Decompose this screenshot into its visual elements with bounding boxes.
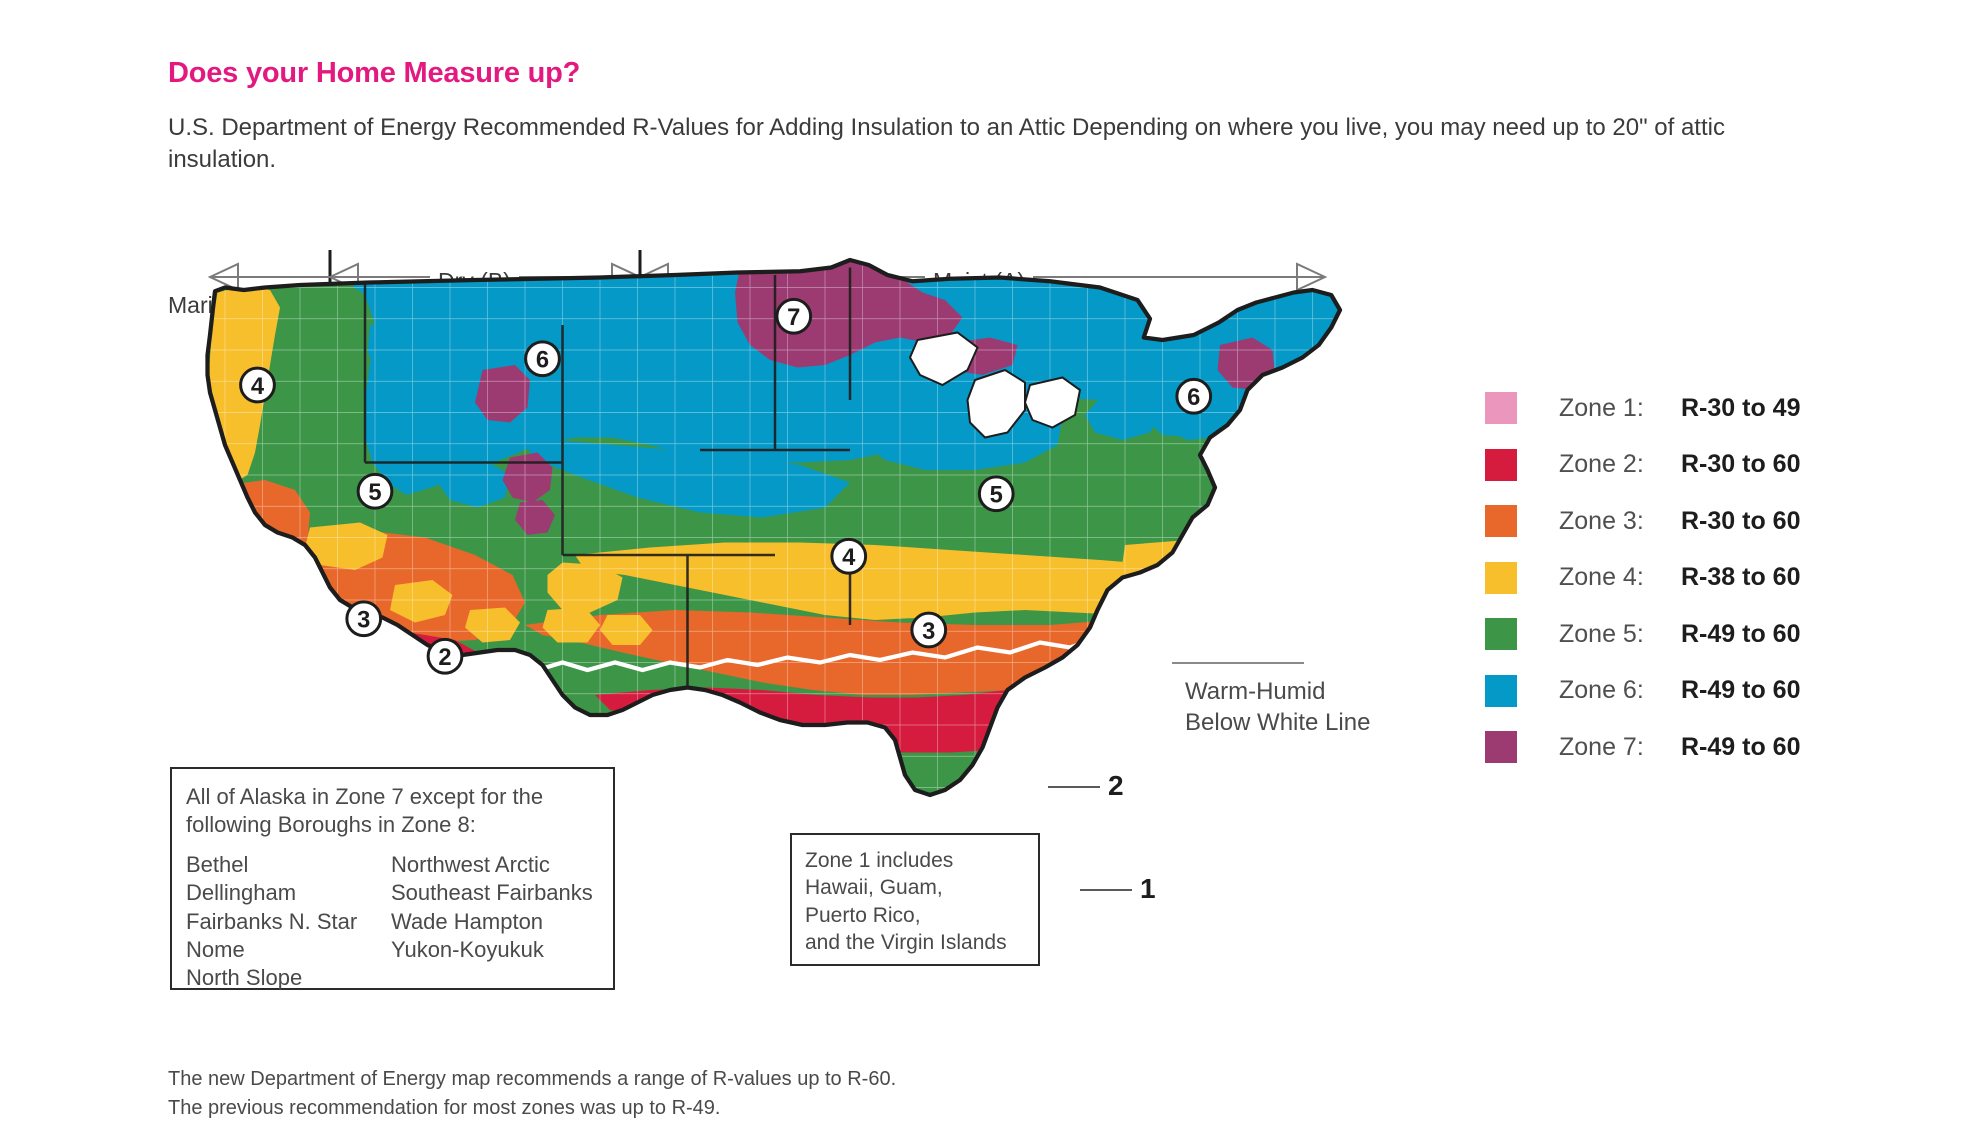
page-title: Does your Home Measure up? <box>168 57 581 89</box>
legend-label-zone-7: Zone 7: <box>1559 732 1644 761</box>
legend-row-zone-4: Zone 4: R-38 to 60 <box>1485 550 1800 607</box>
alaska-borough-columns: Bethel Dellingham Fairbanks N. Star Nome… <box>186 851 613 992</box>
zone-marker-circle <box>910 611 948 649</box>
legend-row-zone-1: Zone 1: R-30 to 49 <box>1485 380 1800 437</box>
alaska-borough-column-left: Bethel Dellingham Fairbanks N. Star Nome… <box>186 852 358 990</box>
legend-row-zone-3: Zone 3: R-30 to 60 <box>1485 493 1800 550</box>
alaska-note-heading: All of Alaska in Zone 7 except for the f… <box>186 784 544 838</box>
zone-marker-circle <box>775 297 813 335</box>
zone-marker-label: 7 <box>787 304 800 331</box>
legend-value-zone-4: R-38 to 60 <box>1681 563 1801 592</box>
zone-marker-circle <box>830 537 868 575</box>
callout-leader-1 <box>1080 889 1132 891</box>
zone-marker-circle <box>239 366 276 404</box>
zone-marker-label: 4 <box>842 544 856 571</box>
warm-humid-note: Warm-Humid Below White Line <box>1185 678 1371 736</box>
legend-swatch-zone-1 <box>1485 392 1517 425</box>
zone-marker-circle <box>356 472 394 510</box>
zone-marker-label: 3 <box>922 618 935 645</box>
legend-value-zone-7: R-49 to 60 <box>1681 732 1801 761</box>
legend-value-zone-2: R-30 to 60 <box>1681 450 1801 479</box>
legend-value-zone-6: R-49 to 60 <box>1681 676 1801 705</box>
zone-marker-circle <box>524 340 561 378</box>
zone-marker-label: 3 <box>357 607 370 634</box>
legend-label-zone-1: Zone 1: <box>1559 393 1644 422</box>
legend-label-zone-5: Zone 5: <box>1559 619 1644 648</box>
legend-value-zone-3: R-30 to 60 <box>1681 506 1801 535</box>
zone-marker-circle <box>977 475 1015 513</box>
zone-marker-circle <box>345 600 383 638</box>
zone1-note-text: Zone 1 includes Hawaii, Guam, Puerto Ric… <box>805 849 1007 954</box>
page-subtitle: U.S. Department of Energy Recommended R-… <box>168 114 1725 173</box>
legend-row-zone-2: Zone 2: R-30 to 60 <box>1485 437 1800 494</box>
legend-row-zone-7: Zone 7: R-49 to 60 <box>1485 719 1800 776</box>
legend-swatch-zone-6 <box>1485 674 1517 707</box>
footnote: The new Department of Energy map recomme… <box>168 1068 897 1119</box>
zone-marker-label: 4 <box>251 373 265 400</box>
alaska-borough-column-right: Northwest Arctic Southeast Fairbanks Wad… <box>391 852 593 962</box>
us-climate-zone-map: 4 5 3 2 6 7 6 5 4 3 <box>150 250 1400 950</box>
zone-marker-circle <box>1175 377 1213 415</box>
zone-marker-label: 6 <box>1187 384 1200 411</box>
map-callout-zone-2: 2 <box>1108 770 1124 801</box>
zone-marker-label: 5 <box>990 482 1003 509</box>
callout-leader-2 <box>1048 786 1100 788</box>
zone-legend: Zone 1: R-30 to 49 Zone 2: R-30 to 60 Zo… <box>1485 380 1800 776</box>
legend-swatch-zone-2 <box>1485 448 1517 481</box>
zone-marker-circle <box>426 637 464 675</box>
legend-label-zone-4: Zone 4: <box>1559 563 1644 592</box>
alaska-note-box: All of Alaska in Zone 7 except for the f… <box>170 767 615 990</box>
legend-row-zone-5: Zone 5: R-49 to 60 <box>1485 606 1800 663</box>
legend-swatch-zone-5 <box>1485 618 1517 651</box>
zone1-note-box: Zone 1 includes Hawaii, Guam, Puerto Ric… <box>790 833 1040 966</box>
map-svg: 4 5 3 2 6 7 6 5 4 3 <box>205 257 1343 798</box>
legend-label-zone-6: Zone 6: <box>1559 676 1644 705</box>
map-callout-zone-1: 1 <box>1140 873 1156 904</box>
legend-swatch-zone-3 <box>1485 505 1517 538</box>
legend-label-zone-3: Zone 3: <box>1559 506 1644 535</box>
legend-value-zone-1: R-30 to 49 <box>1681 393 1801 422</box>
legend-value-zone-5: R-49 to 60 <box>1681 619 1801 648</box>
legend-label-zone-2: Zone 2: <box>1559 450 1644 479</box>
warm-humid-leader <box>1172 662 1304 664</box>
zone-marker-label: 6 <box>536 347 549 374</box>
legend-row-zone-6: Zone 6: R-49 to 60 <box>1485 663 1800 720</box>
legend-swatch-zone-4 <box>1485 561 1517 594</box>
zone-marker-label: 2 <box>438 644 451 671</box>
zone-marker-label: 5 <box>368 479 381 506</box>
zone-number-markers: 4 5 3 2 6 7 6 5 4 3 <box>239 297 1213 675</box>
legend-swatch-zone-7 <box>1485 731 1517 764</box>
